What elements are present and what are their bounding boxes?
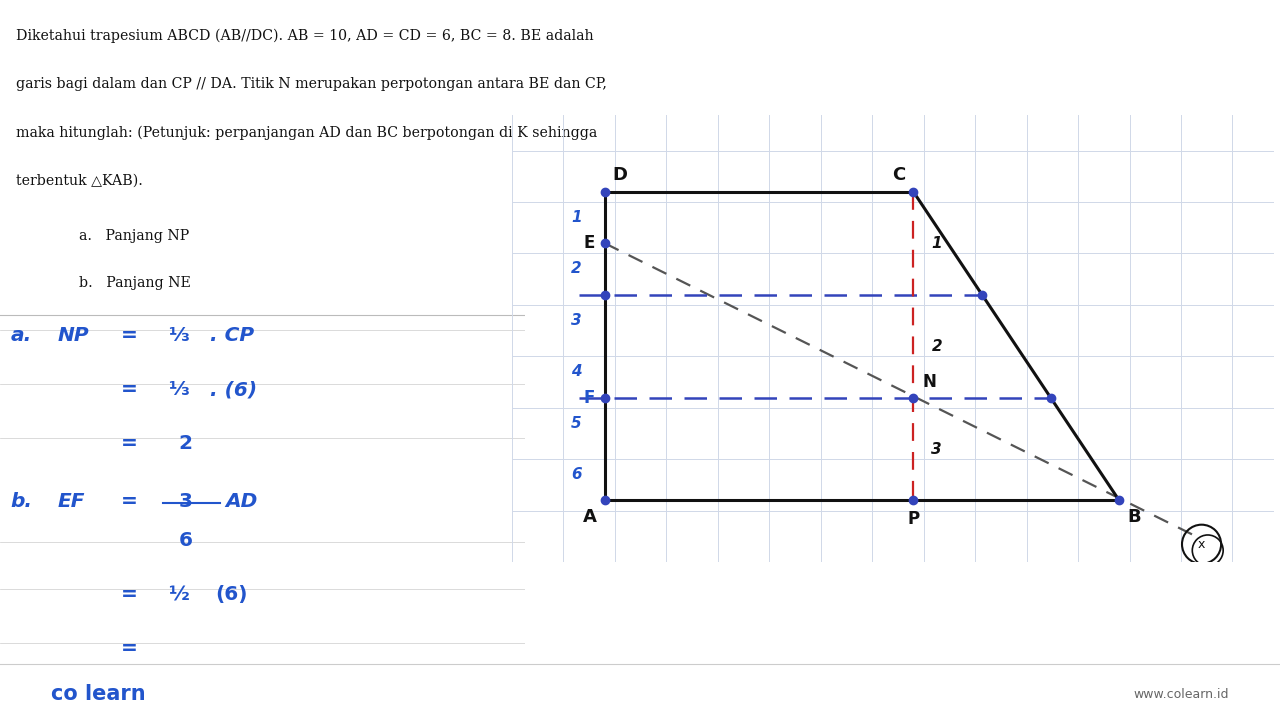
Text: a.: a. [10, 326, 32, 345]
Text: ½: ½ [168, 585, 189, 604]
Text: maka hitunglah: (Petunjuk: perpanjangan AD dan BC berpotongan di K sehingga: maka hitunglah: (Petunjuk: perpanjangan … [15, 125, 596, 140]
Text: 4: 4 [571, 364, 581, 379]
Text: AD: AD [225, 492, 259, 510]
Text: 2: 2 [571, 261, 581, 276]
Text: =: = [120, 380, 137, 399]
Text: Diketahui trapesium ABCD (AB//DC). AB = 10, AD = CD = 6, BC = 8. BE adalah: Diketahui trapesium ABCD (AB//DC). AB = … [15, 29, 594, 43]
Text: b.: b. [10, 492, 32, 510]
Text: a.   Panjang NP: a. Panjang NP [78, 229, 189, 243]
Text: terbentuk △KAB).: terbentuk △KAB). [15, 174, 142, 187]
Text: 3: 3 [571, 313, 581, 328]
Text: 1: 1 [932, 235, 942, 251]
Text: 2: 2 [932, 338, 942, 354]
Text: F: F [584, 389, 595, 407]
Text: A: A [582, 508, 596, 526]
Text: N: N [923, 374, 937, 392]
Text: co learn: co learn [51, 684, 146, 704]
Text: =: = [120, 326, 137, 345]
Text: NP: NP [58, 326, 90, 345]
Text: 6: 6 [571, 467, 581, 482]
Text: 5: 5 [571, 416, 581, 431]
Text: E: E [584, 234, 595, 252]
Text: P: P [908, 510, 919, 528]
Text: B: B [1126, 508, 1140, 526]
Text: 1: 1 [571, 210, 581, 225]
Text: 3: 3 [178, 492, 192, 510]
Text: =: = [120, 585, 137, 604]
Text: C: C [892, 166, 906, 184]
Text: garis bagi dalam dan CP // DA. Titik N merupakan perpotongan antara BE dan CP,: garis bagi dalam dan CP // DA. Titik N m… [15, 77, 607, 91]
Text: D: D [612, 166, 627, 184]
Text: . (6): . (6) [210, 380, 257, 399]
Text: x: x [1198, 538, 1206, 551]
Text: =: = [120, 492, 137, 510]
Text: =: = [120, 434, 137, 453]
Text: 2: 2 [178, 434, 192, 453]
Text: www.colearn.id: www.colearn.id [1133, 688, 1229, 701]
Text: (6): (6) [215, 585, 247, 604]
Text: 3: 3 [932, 441, 942, 456]
Text: =: = [120, 639, 137, 658]
Text: ⅓: ⅓ [168, 380, 188, 399]
Text: EF: EF [58, 492, 86, 510]
Text: . CP: . CP [210, 326, 253, 345]
Text: b.   Panjang NE: b. Panjang NE [78, 276, 191, 289]
Text: ⅓: ⅓ [168, 326, 188, 345]
Text: 6: 6 [178, 531, 192, 550]
